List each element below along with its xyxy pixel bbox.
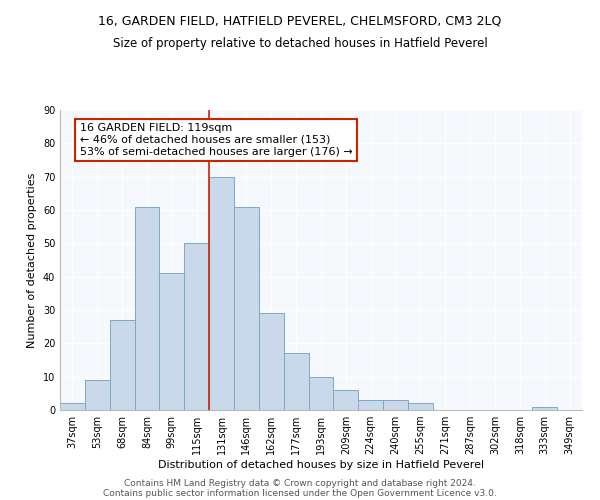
Bar bbox=[358, 400, 383, 410]
Y-axis label: Number of detached properties: Number of detached properties bbox=[27, 172, 37, 348]
Text: 16 GARDEN FIELD: 119sqm
← 46% of detached houses are smaller (153)
53% of semi-d: 16 GARDEN FIELD: 119sqm ← 46% of detache… bbox=[80, 124, 353, 156]
Bar bbox=[532, 406, 557, 410]
Bar bbox=[259, 314, 284, 410]
Bar bbox=[284, 354, 308, 410]
Bar bbox=[134, 206, 160, 410]
Bar bbox=[209, 176, 234, 410]
Text: Contains public sector information licensed under the Open Government Licence v3: Contains public sector information licen… bbox=[103, 488, 497, 498]
Bar bbox=[234, 206, 259, 410]
Bar bbox=[383, 400, 408, 410]
Bar bbox=[160, 274, 184, 410]
Bar bbox=[110, 320, 134, 410]
Text: Size of property relative to detached houses in Hatfield Peverel: Size of property relative to detached ho… bbox=[113, 38, 487, 51]
Bar bbox=[60, 404, 85, 410]
Bar bbox=[408, 404, 433, 410]
Bar bbox=[85, 380, 110, 410]
Bar bbox=[308, 376, 334, 410]
Bar bbox=[184, 244, 209, 410]
Text: 16, GARDEN FIELD, HATFIELD PEVEREL, CHELMSFORD, CM3 2LQ: 16, GARDEN FIELD, HATFIELD PEVEREL, CHEL… bbox=[98, 15, 502, 28]
Bar bbox=[334, 390, 358, 410]
X-axis label: Distribution of detached houses by size in Hatfield Peverel: Distribution of detached houses by size … bbox=[158, 460, 484, 470]
Text: Contains HM Land Registry data © Crown copyright and database right 2024.: Contains HM Land Registry data © Crown c… bbox=[124, 478, 476, 488]
